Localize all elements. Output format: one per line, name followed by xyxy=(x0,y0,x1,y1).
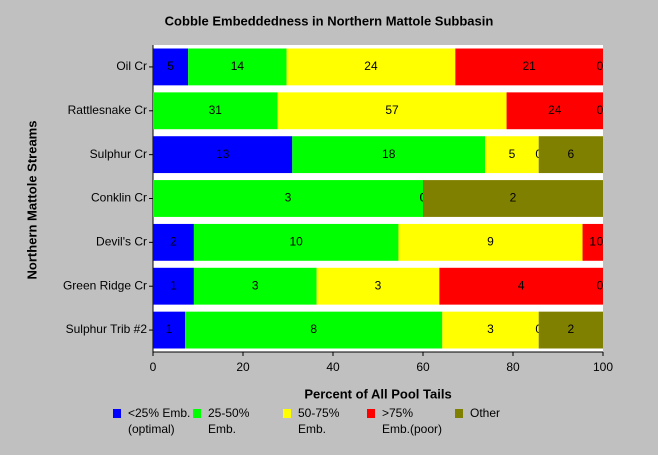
bar-segment xyxy=(316,267,440,305)
bar-segment xyxy=(153,311,186,349)
y-tick-label: Conklin Cr xyxy=(91,191,147,205)
legend-line: >75% xyxy=(382,406,413,420)
x-tick-label: 20 xyxy=(236,360,250,374)
data-label: 2 xyxy=(568,322,575,336)
data-label: 0 xyxy=(597,235,604,249)
bar-segment xyxy=(538,311,603,349)
y-axis-label: Northern Mattole Streams xyxy=(24,121,39,280)
data-label: 1 xyxy=(589,235,596,249)
bar-segment xyxy=(185,311,443,349)
bar-segment xyxy=(193,267,317,305)
chart-title: Cobble Embeddedness in Northern Mattole … xyxy=(165,13,494,28)
data-label: 9 xyxy=(487,235,494,249)
legend-label: 50-75% Emb. xyxy=(298,406,340,436)
data-label: 0 xyxy=(597,103,604,117)
x-tick-label: 0 xyxy=(150,360,157,374)
legend-line: Emb. xyxy=(298,422,326,436)
data-label: 13 xyxy=(216,147,230,161)
bar-segment xyxy=(398,223,583,261)
bar-segment xyxy=(538,136,603,174)
data-label: 14 xyxy=(231,59,245,73)
x-axis-label: Percent of All Pool Tails xyxy=(304,386,451,401)
data-label: 4 xyxy=(518,278,525,292)
data-label: 1 xyxy=(170,278,177,292)
data-label: 2 xyxy=(510,191,517,205)
data-label: 3 xyxy=(285,191,292,205)
data-label: 1 xyxy=(166,322,173,336)
bar-segment xyxy=(193,223,399,261)
bar-segment xyxy=(292,136,486,174)
data-label: 10 xyxy=(290,235,304,249)
data-label: 2 xyxy=(170,235,177,249)
legend-line: (optimal) xyxy=(128,422,175,436)
legend-line: Other xyxy=(470,406,500,420)
bar-segment xyxy=(153,48,189,86)
legend-swatch xyxy=(193,409,201,418)
bar-segment xyxy=(188,48,287,86)
bar-segment xyxy=(455,48,603,86)
legend-line: <25% Emb. xyxy=(128,406,190,420)
legend-line: Emb.(poor) xyxy=(382,422,442,436)
y-tick-label: Sulphur Cr xyxy=(90,147,147,161)
data-label: 21 xyxy=(522,59,536,73)
bar-segment xyxy=(153,136,293,174)
bar-segment xyxy=(153,180,423,217)
y-tick-label: Devil's Cr xyxy=(96,235,147,249)
data-label: 3 xyxy=(375,278,382,292)
data-label: 57 xyxy=(385,103,399,117)
data-label: 0 xyxy=(597,278,604,292)
bar-segment xyxy=(277,92,507,130)
data-label: 3 xyxy=(252,278,259,292)
data-label: 8 xyxy=(310,322,317,336)
legend-swatch xyxy=(283,409,291,418)
y-tick-label: Rattlesnake Cr xyxy=(68,103,147,117)
y-tick-label: Green Ridge Cr xyxy=(63,278,147,292)
x-tick-label: 40 xyxy=(326,360,340,374)
bar-segment xyxy=(153,267,194,305)
data-label: 6 xyxy=(568,147,575,161)
legend-label: <25% Emb. (optimal) xyxy=(128,406,190,436)
data-label: 3 xyxy=(487,322,494,336)
legend-label: Other xyxy=(470,406,500,420)
x-tick-label: 80 xyxy=(506,360,520,374)
legend-line: 50-75% xyxy=(298,406,340,420)
legend-line: Emb. xyxy=(208,422,236,436)
bar-segment xyxy=(153,223,194,261)
data-label: 24 xyxy=(548,103,562,117)
legend-label: >75% Emb.(poor) xyxy=(382,406,442,436)
x-tick-label: 100 xyxy=(593,360,613,374)
bar-segment xyxy=(286,48,456,86)
bar-segment xyxy=(439,267,603,305)
bar-segment xyxy=(582,223,603,261)
x-tick-label: 60 xyxy=(416,360,430,374)
legend-swatch xyxy=(113,409,121,418)
data-label: 0 xyxy=(597,59,604,73)
data-label: 18 xyxy=(382,147,396,161)
legend-swatch xyxy=(367,409,375,418)
legend-label: 25-50% Emb. xyxy=(208,406,250,436)
data-label: 5 xyxy=(509,147,516,161)
data-label: 5 xyxy=(167,59,174,73)
bar-segment xyxy=(423,180,603,217)
bar-segment xyxy=(442,311,539,349)
data-label: 31 xyxy=(209,103,223,117)
y-tick-label: Sulphur Trib #2 xyxy=(66,322,148,336)
bar-segment xyxy=(153,92,278,130)
bar-segment xyxy=(485,136,539,174)
legend-line: 25-50% xyxy=(208,406,250,420)
y-tick-label: Oil Cr xyxy=(116,59,147,73)
data-label: 24 xyxy=(364,59,378,73)
legend-swatch xyxy=(455,409,463,418)
bar-segment xyxy=(506,92,603,130)
